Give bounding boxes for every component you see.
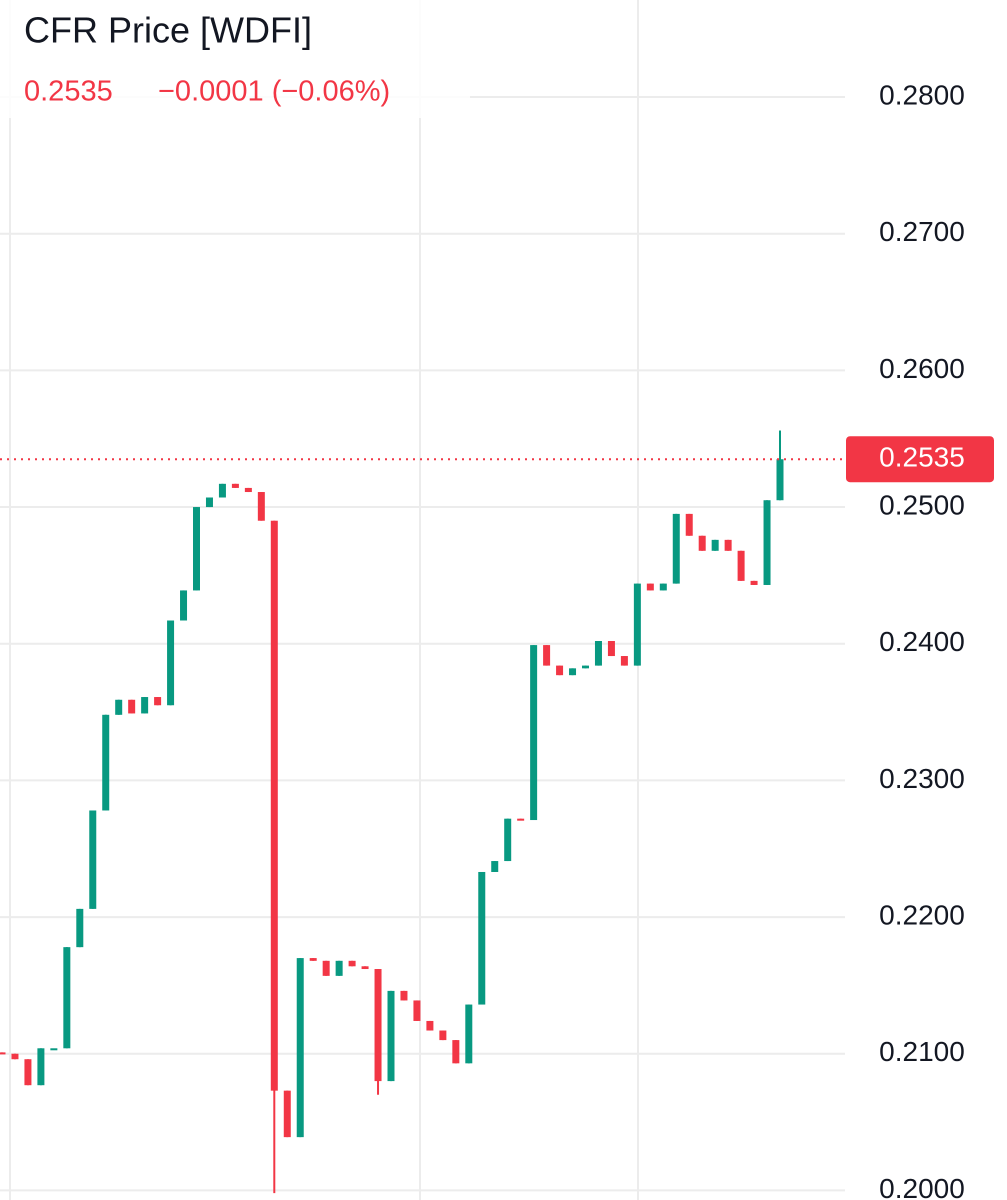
candle-body (698, 535, 706, 551)
candle-body (11, 1053, 19, 1060)
candle-body (180, 590, 188, 621)
y-tick-label: 0.2400 (879, 626, 965, 657)
candle-body (620, 656, 628, 666)
candle-body (24, 1059, 32, 1086)
y-tick-label: 0.2500 (879, 489, 965, 520)
candle-body (348, 960, 356, 967)
candle-body (504, 818, 512, 862)
candle-body (257, 492, 265, 521)
candle-body (335, 960, 343, 976)
y-tick-label: 0.2600 (879, 353, 965, 384)
candle-body (244, 487, 252, 493)
last-price-label: 0.2535 (879, 442, 965, 473)
candle-body (763, 500, 771, 585)
candle-body (0, 1052, 6, 1055)
candle-body (582, 665, 589, 669)
candle-body (141, 697, 149, 714)
candle-body (154, 697, 162, 706)
candle-body (50, 1048, 58, 1051)
candle-body (374, 969, 382, 1082)
candle-body (400, 990, 408, 1001)
candle-body (556, 665, 564, 676)
candle-body (776, 459, 784, 501)
y-tick-label: 0.2200 (879, 899, 965, 930)
price-change: −0.0001 (−0.06%) (158, 76, 390, 108)
candle-body (594, 641, 602, 666)
candle-body (426, 1020, 434, 1031)
last-price: 0.2535 (24, 76, 113, 108)
candle-body (711, 539, 719, 551)
candle-body (737, 550, 745, 581)
candle-body (478, 871, 486, 1005)
candle-body (530, 645, 538, 821)
candle-body (685, 513, 693, 536)
candle-body (309, 958, 317, 961)
candle-body (517, 818, 525, 821)
candle-body (76, 908, 84, 948)
y-tick-label: 0.2000 (879, 1173, 965, 1200)
last-price-badge (846, 436, 994, 483)
candle-body (231, 483, 239, 488)
candle-body (607, 641, 615, 657)
candle-body (270, 520, 278, 1091)
candle-body (63, 947, 71, 1049)
candle-body (452, 1040, 460, 1064)
candle-body (724, 539, 732, 551)
plot (0, 430, 845, 1194)
candle-body (205, 497, 213, 508)
candle-body (543, 645, 551, 666)
y-tick-label: 0.2100 (879, 1036, 965, 1067)
candle-body (387, 990, 395, 1082)
candle-body (322, 960, 330, 976)
candle-body (633, 583, 641, 666)
candle-body (491, 861, 499, 872)
y-tick-label: 0.2300 (879, 763, 965, 794)
candle-body (115, 699, 123, 715)
candle-body (296, 958, 304, 1138)
candle-body (465, 1004, 473, 1064)
candle-body (218, 483, 226, 498)
candle-body (89, 810, 97, 909)
candle-body (102, 714, 110, 811)
candle-body (193, 507, 200, 591)
candle-body (646, 583, 654, 591)
candle-body (167, 620, 175, 706)
candle-body (128, 699, 136, 714)
candle-body (569, 668, 577, 676)
chart-title: CFR Price [WDFI] (24, 10, 312, 51)
candle-body (439, 1030, 447, 1041)
candle-body (37, 1048, 45, 1086)
legend-backdrop (0, 0, 470, 118)
candle-body (659, 583, 667, 591)
candle-body (750, 580, 758, 585)
candle-body (283, 1090, 291, 1138)
candle-body (413, 1000, 421, 1021)
y-tick-label: 0.2800 (879, 79, 965, 110)
candle-body (672, 513, 680, 584)
grid (0, 0, 845, 1200)
y-tick-label: 0.2700 (879, 216, 965, 247)
candle-body (361, 966, 369, 970)
